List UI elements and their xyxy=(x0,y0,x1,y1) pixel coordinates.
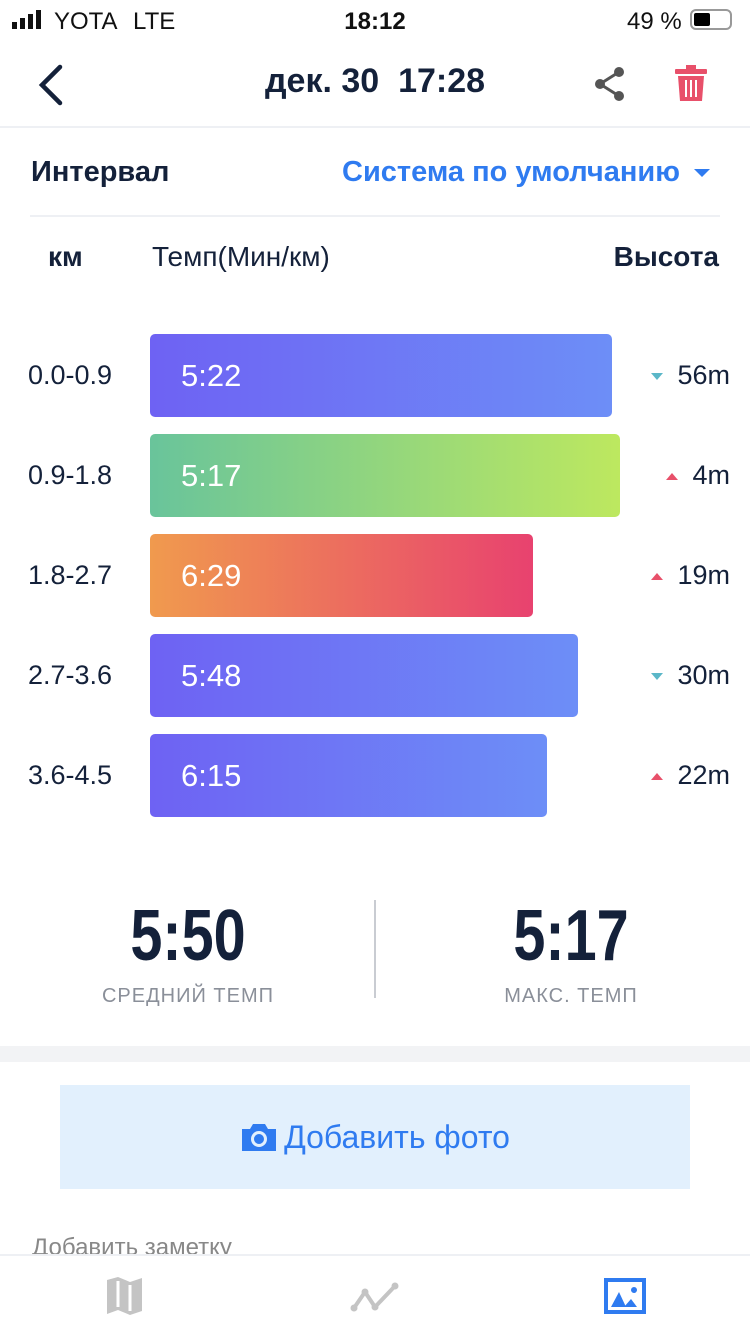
elevation-value: 30m xyxy=(677,660,730,690)
column-pace: Темп(Мин/км) xyxy=(152,241,330,272)
interval-selector[interactable]: Система по умолчанию xyxy=(342,156,710,189)
clock: 18:12 xyxy=(344,8,406,35)
row-elevation: 22m xyxy=(630,734,730,817)
carrier: YOTA xyxy=(54,8,118,35)
network: LTE xyxy=(133,8,176,35)
chart-line-icon[interactable] xyxy=(350,1280,400,1314)
row-elevation: 30m xyxy=(630,634,730,717)
pace-bar: 5:22 xyxy=(150,334,612,417)
pace-bar: 5:17 xyxy=(150,434,620,517)
page-title: дек. 30 17:28 xyxy=(264,62,486,100)
row-km: 2.7-3.6 xyxy=(27,660,113,690)
signal-icon xyxy=(12,10,41,29)
caret-down-icon xyxy=(694,168,710,177)
share-icon[interactable] xyxy=(592,66,628,102)
battery-icon xyxy=(690,9,732,30)
map-icon[interactable] xyxy=(106,1276,144,1316)
row-elevation: 56m xyxy=(630,334,730,417)
back-chevron-icon[interactable] xyxy=(36,64,64,106)
max-pace-label: МАКС. ТЕМП xyxy=(504,985,638,1007)
battery-percent: 49 % xyxy=(627,8,682,35)
pace-value: 5:17 xyxy=(181,458,242,493)
row-km: 3.6-4.5 xyxy=(27,760,113,790)
elevation-value: 4m xyxy=(692,460,730,490)
tab-bar xyxy=(0,1254,750,1334)
elevation-value: 19m xyxy=(677,560,730,590)
add-photo-button[interactable]: Добавить фото xyxy=(60,1085,690,1189)
photo-icon[interactable] xyxy=(604,1278,646,1314)
status-bar: YOTA LTE 18:12 49 % xyxy=(0,0,750,40)
arrow-down-icon xyxy=(651,673,664,681)
row-elevation: 19m xyxy=(630,534,730,617)
pace-value: 5:48 xyxy=(181,658,242,693)
trash-icon[interactable] xyxy=(674,64,708,102)
pace-bar: 6:15 xyxy=(150,734,547,817)
pace-value: 5:22 xyxy=(181,358,242,393)
pace-bar: 5:48 xyxy=(150,634,578,717)
avg-pace-label: СРЕДНИЙ ТЕМП xyxy=(101,985,274,1007)
pace-value: 6:29 xyxy=(181,558,242,593)
section-divider xyxy=(0,1046,750,1062)
row-km: 0.0-0.9 xyxy=(27,360,113,390)
elevation-value: 56m xyxy=(677,360,730,390)
camera-icon xyxy=(242,1124,277,1151)
column-km: км xyxy=(48,241,83,272)
divider xyxy=(0,126,750,128)
divider xyxy=(30,215,720,217)
pace-bar: 6:29 xyxy=(150,534,533,617)
avg-pace-value: 5:50 xyxy=(130,896,246,976)
column-elevation: Высота xyxy=(613,241,719,272)
summary-divider xyxy=(374,900,376,998)
interval-label: Интервал xyxy=(31,156,170,188)
elevation-value: 22m xyxy=(677,760,730,790)
max-pace-value: 5:17 xyxy=(513,896,629,976)
arrow-up-icon xyxy=(651,573,664,581)
row-elevation: 4m xyxy=(630,434,730,517)
arrow-up-icon xyxy=(651,773,664,781)
pace-value: 6:15 xyxy=(181,758,242,793)
arrow-down-icon xyxy=(651,373,664,381)
arrow-up-icon xyxy=(666,473,679,481)
row-km: 0.9-1.8 xyxy=(27,460,113,490)
row-km: 1.8-2.7 xyxy=(27,560,113,590)
interval-selector-value: Система по умолчанию xyxy=(342,156,680,188)
add-photo-label: Добавить фото xyxy=(284,1118,510,1155)
